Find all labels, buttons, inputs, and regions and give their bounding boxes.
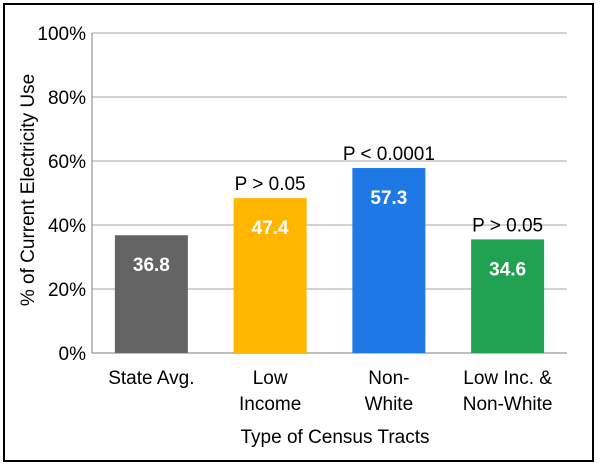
y-tick-label: 100%	[37, 24, 86, 45]
bar	[471, 239, 545, 353]
bars	[114, 168, 545, 353]
bar-value-label: 57.3	[370, 188, 407, 209]
bar-value-label: 36.8	[133, 255, 170, 276]
x-axis-title: Type of Census Tracts	[240, 427, 429, 448]
bar	[352, 168, 426, 353]
y-axis-title: % of Current Electricity Use	[18, 74, 39, 306]
bar	[233, 198, 307, 353]
y-tick-label: 40%	[48, 216, 86, 237]
y-tick-label: 20%	[48, 280, 86, 301]
x-category-label: Non-	[368, 368, 409, 389]
bar-value-label: 47.4	[252, 218, 289, 239]
bar	[114, 235, 188, 353]
x-category-label: White	[365, 394, 414, 415]
x-category-label: Low Inc. &	[463, 368, 552, 389]
y-axis: 0% 20% 40% 60% 80% 100%	[37, 24, 93, 365]
p-value-annotation: P < 0.0001	[343, 144, 435, 165]
x-category-label: Non-White	[463, 394, 553, 415]
annotations: P > 0.05 P < 0.0001 P > 0.05	[235, 144, 543, 236]
p-value-annotation: P > 0.05	[235, 174, 306, 195]
x-category-label: State Avg.	[108, 368, 194, 389]
p-value-annotation: P > 0.05	[472, 215, 543, 236]
y-tick-label: 60%	[48, 152, 86, 173]
bar-value-label: 34.6	[489, 259, 526, 280]
y-tick-label: 80%	[48, 88, 86, 109]
y-tick-label: 0%	[59, 344, 87, 365]
x-category-label: Low	[253, 368, 288, 389]
x-category-label: Income	[239, 394, 301, 415]
data-labels: 36.8 47.4 57.3 34.6	[133, 188, 526, 280]
